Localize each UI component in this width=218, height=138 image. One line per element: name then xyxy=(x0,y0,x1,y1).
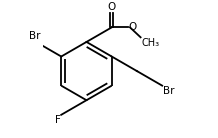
Text: O: O xyxy=(108,2,116,12)
Text: Br: Br xyxy=(163,86,174,96)
Text: CH₃: CH₃ xyxy=(141,38,159,48)
Text: O: O xyxy=(128,22,136,32)
Text: Br: Br xyxy=(29,31,40,41)
Text: F: F xyxy=(55,116,61,125)
